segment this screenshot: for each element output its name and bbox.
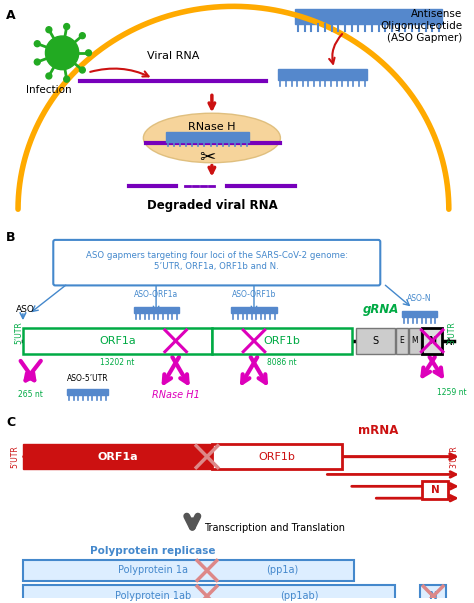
Circle shape — [86, 50, 91, 56]
Text: ASO-5’UTR: ASO-5’UTR — [67, 374, 109, 384]
Text: ORF1a: ORF1a — [97, 452, 138, 462]
Bar — [396, 328, 408, 354]
Text: 1259 nt: 1259 nt — [437, 388, 467, 397]
Text: N: N — [429, 591, 438, 601]
Text: 5’UTR: 5’UTR — [10, 445, 19, 468]
Text: ASO-ORF1b: ASO-ORF1b — [232, 290, 276, 299]
Text: 13202 nt: 13202 nt — [100, 358, 135, 367]
Text: Viral RNA: Viral RNA — [146, 51, 199, 61]
Text: 8086 nt: 8086 nt — [267, 358, 297, 367]
Text: 3’UTR: 3’UTR — [449, 445, 458, 468]
Text: Polyprotein replicase: Polyprotein replicase — [91, 546, 216, 556]
Circle shape — [64, 76, 70, 82]
Text: mRNA: mRNA — [358, 424, 399, 437]
Bar — [402, 311, 437, 317]
Bar — [23, 586, 395, 603]
Circle shape — [46, 36, 79, 70]
Text: 265 nt: 265 nt — [18, 390, 43, 399]
Circle shape — [64, 24, 70, 30]
Bar — [356, 328, 395, 354]
Bar — [212, 328, 352, 354]
Bar — [422, 481, 448, 499]
Text: ASO: ASO — [16, 305, 35, 314]
Bar — [23, 444, 212, 470]
Text: N: N — [431, 485, 439, 495]
Text: A: A — [6, 9, 16, 22]
Text: Aₙ: Aₙ — [446, 338, 455, 347]
Text: ORF1b: ORF1b — [264, 336, 301, 346]
Text: C: C — [6, 416, 16, 429]
Bar — [295, 9, 442, 24]
Text: Polyprotein 1a: Polyprotein 1a — [118, 566, 188, 575]
Text: ASO-ORF1a: ASO-ORF1a — [134, 290, 178, 299]
Text: 3’UTR: 3’UTR — [447, 321, 456, 344]
Bar — [409, 328, 421, 354]
Bar — [23, 328, 212, 354]
Text: ASO gapmers targeting four loci of the SARS-CoV-2 genome:: ASO gapmers targeting four loci of the S… — [86, 251, 348, 260]
Text: Degraded viral RNA: Degraded viral RNA — [146, 200, 277, 212]
Ellipse shape — [143, 113, 281, 163]
Text: ORF1a: ORF1a — [99, 336, 136, 346]
Bar — [67, 390, 108, 396]
Text: S: S — [372, 336, 378, 346]
Bar — [422, 328, 442, 354]
Text: ORF1b: ORF1b — [258, 452, 295, 462]
Text: Polyprotein 1ab: Polyprotein 1ab — [115, 591, 191, 601]
Bar — [278, 69, 366, 80]
Circle shape — [46, 73, 52, 79]
Text: gRNA: gRNA — [363, 303, 400, 316]
Text: Infection: Infection — [26, 84, 71, 95]
FancyBboxPatch shape — [53, 240, 380, 285]
Text: RNase H1: RNase H1 — [152, 390, 200, 400]
Bar — [23, 560, 354, 581]
Text: (pp1a): (pp1a) — [266, 566, 298, 575]
Bar — [134, 307, 179, 313]
Text: (pp1ab): (pp1ab) — [281, 591, 319, 601]
Text: ASO-N: ASO-N — [407, 294, 432, 303]
Circle shape — [80, 67, 85, 73]
Bar — [166, 132, 249, 142]
Bar — [231, 307, 276, 313]
Circle shape — [34, 59, 40, 65]
Text: ✂: ✂ — [199, 148, 215, 167]
Text: B: B — [6, 231, 16, 244]
Text: E: E — [400, 336, 404, 346]
Circle shape — [34, 41, 40, 46]
Text: N: N — [428, 336, 436, 346]
Text: 5’UTR, ORF1a, ORF1b and N.: 5’UTR, ORF1a, ORF1b and N. — [155, 262, 279, 271]
Text: RNase H: RNase H — [188, 122, 236, 132]
Text: Transcription and Translation: Transcription and Translation — [204, 523, 345, 533]
Bar — [420, 586, 446, 603]
Circle shape — [80, 33, 85, 39]
Bar — [212, 444, 342, 470]
Text: 5’UTR: 5’UTR — [15, 321, 24, 344]
Text: M: M — [411, 336, 418, 346]
Circle shape — [46, 27, 52, 33]
Text: Antisense
Oligonucleotide
(ASO Gapmer): Antisense Oligonucleotide (ASO Gapmer) — [381, 9, 463, 42]
